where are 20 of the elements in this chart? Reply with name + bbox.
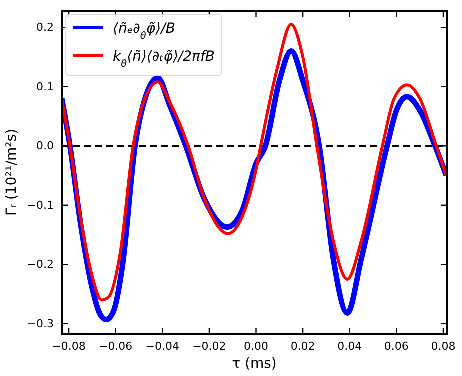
x-tick-label: 0.00: [244, 340, 269, 353]
x-axis-title: τ (ms): [232, 356, 277, 372]
x-tick-label: 0.04: [338, 340, 362, 353]
x-tick-label: −0.04: [146, 340, 180, 353]
y-tick-label: 0.0: [36, 140, 54, 153]
y-tick-label: 0.2: [36, 21, 54, 34]
y-tick-label: 0.1: [36, 80, 54, 94]
x-tick-label: −0.02: [192, 340, 226, 353]
x-tick-label: 0.08: [431, 340, 456, 353]
y-axis-title: Γᵣ (10²¹/m²s): [4, 128, 20, 216]
x-tick-label: 0.06: [384, 340, 409, 353]
y-tick-label: −0.2: [27, 258, 54, 272]
line-series: [62, 23, 447, 302]
x-tick-label: −0.08: [52, 340, 86, 353]
legend-label: ⟨ñₑ∂$_{θ}$φ̃⟩/B: [113, 21, 176, 42]
legend-label: k$_{θ}$⟨ñ⟩⟨∂ₜφ̃⟩/2πfB: [113, 49, 216, 70]
x-tick-label: −0.06: [98, 340, 133, 353]
y-tick-label: −0.1: [27, 198, 54, 212]
y-tick-label: −0.3: [27, 317, 54, 330]
x-tick-label: 0.02: [290, 340, 316, 353]
